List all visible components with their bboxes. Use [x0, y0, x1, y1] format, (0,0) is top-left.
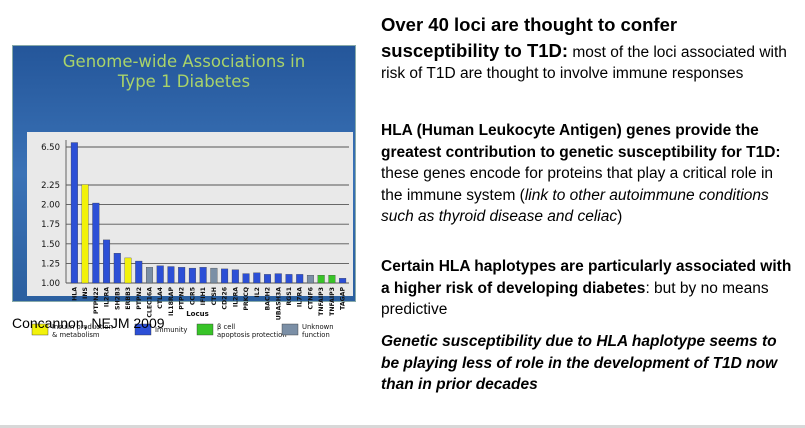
paragraph-haplotypes: Certain HLA haplotypes are particularly …: [381, 256, 793, 321]
bar-tnfaip3: [328, 275, 336, 284]
gwas-figure: Genome-wide Associations in Type 1 Diabe…: [12, 45, 356, 339]
y-tick-label: 1.25: [41, 259, 60, 269]
legend-label: Immunity: [155, 326, 187, 334]
x-tick-label: TNFAIP3: [318, 287, 325, 316]
bar-ctnf6: [306, 275, 314, 284]
x-tick-label: CTSH: [211, 287, 218, 305]
bar-tagap: [339, 278, 347, 284]
y-tick-label: 1.00: [41, 279, 60, 289]
x-tick-label: INS: [82, 287, 89, 299]
x-tick-label: CTLA4: [157, 286, 164, 308]
x-axis-label: Locus: [186, 310, 209, 318]
legend-label: β cell apoptosis protection: [217, 323, 287, 339]
legend-swatch-insulin: [31, 323, 49, 336]
x-tick-label: IL2RA: [232, 287, 239, 307]
legend-swatch-unknown: [281, 323, 299, 336]
bar-ctla4: [156, 265, 164, 284]
x-tick-label: TNFAIP3: [329, 287, 336, 316]
x-tick-label: UBASH3A: [275, 287, 282, 320]
bar-il2ra: [231, 269, 239, 284]
x-tick-label: CD226: [222, 287, 229, 310]
bar-ptpn2: [135, 260, 143, 284]
x-tick-label: TAGAP: [340, 287, 347, 310]
x-tick-label: CLEC16A: [146, 287, 153, 318]
legend-label: Insulin production & metabolism: [52, 323, 113, 339]
bar-ubash3a: [274, 273, 282, 284]
legend-swatch-beta: [196, 323, 214, 336]
bar-il2ra: [103, 239, 111, 284]
paragraph-hla-italic: link to other autoimmune conditions such…: [381, 186, 769, 226]
paragraph-loci-body: most of the loci associated with risk of…: [381, 43, 787, 83]
y-tick-label: 1.50: [41, 240, 60, 250]
bar-ptpn2: [178, 267, 186, 284]
paragraph-hla-body: these genes encode for proteins that pla…: [381, 165, 774, 204]
x-tick-label: PRKCQ: [243, 287, 250, 311]
x-tick-label: RGS1: [286, 287, 293, 306]
x-tick-label: HLA: [71, 287, 78, 301]
paragraph-hla: HLA (Human Leukocyte Antigen) genes prov…: [381, 120, 793, 228]
figure-title-line2: Type 1 Diabetes: [117, 72, 251, 91]
bar-hla: [70, 142, 78, 284]
x-tick-label: IFIH1: [200, 287, 207, 305]
bar-prkcq: [242, 273, 250, 284]
x-tick-label: PTPN22: [93, 287, 100, 314]
bar-rgs1: [285, 274, 293, 284]
x-tick-label: IL2: [254, 287, 261, 298]
bar-erbb3: [124, 257, 132, 284]
legend-label: Unknown function: [302, 323, 334, 339]
bar-il7ra: [296, 274, 304, 284]
x-tick-label: PTPN2: [136, 287, 143, 310]
figure-caption: Concannon, NEJM 2009: [12, 315, 165, 331]
x-tick-label: BACH2: [265, 287, 272, 311]
x-tick-label: PTPN2: [179, 287, 186, 310]
y-tick-label: 6.50: [41, 143, 60, 153]
bar-tnfaip3: [317, 275, 325, 284]
y-tick-label: 1.75: [41, 220, 60, 230]
bar-ctsh: [210, 267, 218, 284]
paragraph-loci-heading: Over 40 loci are thought to confer susce…: [381, 14, 678, 61]
bar-ccr5: [188, 267, 196, 284]
paragraph-loci: Over 40 loci are thought to confer susce…: [381, 12, 793, 85]
bar-cd226: [221, 268, 229, 284]
paragraph-susceptibility: Genetic susceptibility due to HLA haplot…: [381, 333, 778, 393]
x-tick-label: CTNF6: [307, 287, 314, 309]
paragraph-hla-bold: HLA (Human Leukocyte Antigen) genes prov…: [381, 122, 781, 161]
paragraph-haplotypes-bold: Certain HLA haplotypes are particularly …: [381, 258, 792, 297]
paragraph-haplotypes-body: : but by no means predictive: [381, 279, 769, 319]
bar-ins: [81, 184, 89, 284]
x-tick-label: IL7RA: [297, 287, 304, 307]
y-tick-label: 2.00: [41, 201, 60, 211]
chart-panel: 1.00 1.25 1.50 1.75 2.00 2.25 6.50 HLA INS PTPN22…: [27, 132, 353, 339]
paragraph-hla-close: ): [617, 208, 623, 225]
figure-title-line1: Genome-wide Associations in: [62, 52, 306, 71]
bar-bach2: [264, 274, 271, 284]
x-tick-label: IL2RA: [104, 287, 111, 307]
x-tick-label: IL18RAP: [168, 287, 175, 316]
x-tick-label: SH2B3: [114, 287, 121, 310]
x-tick-label: CCR5: [189, 287, 196, 305]
bar-il18rap: [167, 266, 175, 284]
bar-ptpn22: [92, 202, 100, 284]
y-tick-label: 2.25: [41, 181, 60, 191]
bar-chart: 1.00 1.25 1.50 1.75 2.00 2.25 6.50 HLA INS PTPN22…: [31, 140, 349, 339]
bar-il2: [253, 272, 261, 284]
legend-swatch-immunity: [134, 323, 152, 336]
bar-clec16a: [146, 267, 153, 284]
x-tick-label: ERBB3: [125, 287, 132, 310]
bottom-divider: [0, 425, 805, 428]
bar-ifih1: [199, 267, 207, 284]
bar-sh2b3: [113, 253, 121, 284]
